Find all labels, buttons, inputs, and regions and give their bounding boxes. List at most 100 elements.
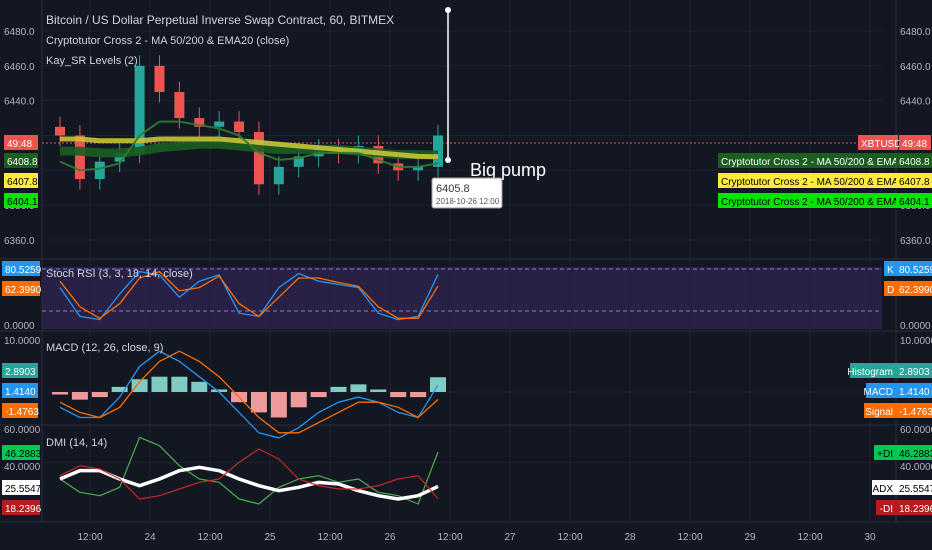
right-ma-label-2-bg [718, 193, 896, 208]
left-dmi-minus-badge: 18.2396 [2, 500, 42, 515]
time-tick-4: 12:00 [317, 532, 342, 543]
macd-hist-bar-13 [310, 392, 327, 398]
macd-hist-bar-10 [250, 392, 267, 413]
dmi-line-adx [59, 465, 439, 501]
left-ma-badge-0-text: 6408.8 [7, 157, 38, 168]
right-macd-hist-label-bg [850, 363, 896, 378]
right-macd-hist-badge-text: 2.8903 [899, 367, 930, 378]
right-stoch-d-tag: D [884, 281, 896, 296]
time-tick-8: 12:00 [557, 532, 582, 543]
left-dmi-plus-badge-bg [2, 445, 40, 460]
right-xbtusd-label: XBTUSD [858, 135, 902, 150]
candle-body-0 [55, 126, 65, 136]
pump-arrow-tail [445, 157, 451, 163]
candle-body-2 [94, 161, 105, 180]
left-macd-hist-badge-text: 2.8903 [5, 367, 36, 378]
left-dmi-adx-badge-text: 25.5547 [5, 484, 42, 495]
big-pump-label: Big pump [470, 160, 546, 180]
left-dmi-adx-badge: 25.5547 [2, 480, 42, 495]
macd-line-macd [59, 350, 439, 439]
time-tick-5: 26 [384, 532, 396, 543]
left-ma-badge-2: 6404.1 [4, 193, 38, 208]
right-ma-label-2-text: Cryptotutor Cross 2 - MA 50/200 & EMA20:… [721, 197, 930, 208]
right-macd-macd-badge-bg [896, 383, 932, 398]
right-dmi-minus-label-text: -DI [880, 504, 893, 515]
right-macd-macd-badge: 1.4140 [896, 383, 932, 398]
candle-body-18 [413, 166, 424, 171]
candle-body-6 [174, 91, 185, 119]
right-macd-signal-label: Signal [864, 403, 896, 418]
candle-body-1 [74, 135, 85, 180]
right-dmi-plus-label-bg [874, 445, 896, 460]
left-stoch-d-badge: 62.3990 [2, 281, 42, 296]
left-macd-hist-badge: 2.8903 [2, 363, 38, 378]
right-stoch-zero: 0.0000 [900, 321, 931, 332]
macd-hist-bar-3 [111, 386, 128, 392]
dmi-line-minusdi [59, 448, 439, 500]
right-ma-badge-1: 6407.8 [896, 173, 932, 188]
right-xbtusd-label-text: XBTUSD [861, 139, 902, 150]
left-dmi-plus-badge-text: 46.2883 [5, 449, 42, 460]
left-stoch-k-badge-bg [2, 261, 40, 276]
right-dmi-adx-label-text: ADX [872, 484, 893, 495]
macd-hist-bar-11 [270, 392, 287, 418]
right-ma-badge-1-text: 6407.8 [899, 177, 930, 188]
time-tick-6: 12:00 [437, 532, 462, 543]
right-ma-badge-2: 6404.1 [896, 193, 932, 208]
macd-hist-bar-1 [71, 392, 88, 400]
right-current-price-badge: 49:48 [899, 135, 931, 150]
right-dmi-plus-badge: 46.2883 [896, 445, 932, 460]
left-ma-badge-1: 6407.8 [4, 173, 38, 188]
left-current-price-badge-bg [4, 135, 38, 150]
indicator-ma-label: Cryptotutor Cross 2 - MA 50/200 & EMA20 … [46, 35, 289, 47]
right-ma-badge-0-bg [896, 153, 932, 168]
candle-body-5 [154, 65, 165, 92]
right-dmi-adx-label: ADX [872, 480, 896, 495]
left-stoch-zero: 0.0000 [4, 321, 35, 332]
right-stoch-k-tag-text: K [887, 265, 894, 276]
tooltip-date: 2018-10-26 12:00 [436, 197, 500, 206]
macd-hist-bar-8 [211, 389, 228, 392]
left-macd-macd-badge: 1.4140 [2, 383, 38, 398]
left-macd-signal-badge-bg [2, 403, 38, 418]
right-dmi-adx-label-bg [872, 480, 896, 495]
time-tick-2: 12:00 [197, 532, 222, 543]
time-tick-10: 12:00 [677, 532, 702, 543]
time-axis[interactable]: 12:00 24 12:00 25 12:00 26 12:00 27 12:00 28 12:00… [77, 532, 876, 543]
candle-body-7 [194, 118, 205, 127]
right-xbtusd-label-bg [858, 135, 898, 150]
right-macd-macd-label: MACD [864, 383, 896, 398]
ma-line-ma200 [60, 136, 439, 160]
right-dmi-adx-badge-text: 25.5547 [899, 484, 932, 495]
macd-hist-bar-14 [330, 386, 347, 392]
right-ma-label-0-text: Cryptotutor Cross 2 - MA 50/200 & EMA20:… [721, 157, 930, 168]
stoch-band [42, 267, 882, 329]
right-stoch-k-tag: K [884, 261, 896, 276]
right-current-price-badge-text: 49:48 [902, 139, 927, 150]
right-price-tick-2: 6440.0 [900, 97, 931, 108]
right-dmi-plus-badge-bg [896, 445, 932, 460]
right-dmi-top: 60.0000 [900, 425, 932, 436]
right-dmi-plus-label: +DI [874, 445, 896, 460]
time-tick-3: 25 [264, 532, 276, 543]
right-stoch-d-badge-bg [896, 281, 932, 296]
left-macd-hist-badge-bg [2, 363, 38, 378]
right-ma-badge-2-text: 6404.1 [899, 197, 930, 208]
left-stoch-d-badge-bg [2, 281, 40, 296]
right-price-tick-5: 6360.0 [900, 236, 931, 247]
right-dmi-minus-badge-text: 18.2396 [899, 504, 932, 515]
left-dmi-adx-badge-bg [2, 480, 40, 495]
macd-hist-bar-7 [191, 381, 208, 392]
candle-body-11 [273, 166, 284, 185]
right-dmi-plus-label-text: +DI [877, 449, 893, 460]
right-current-price-badge-bg [899, 135, 931, 150]
macd-hist-bar-0 [52, 392, 68, 395]
right-dmi-40: 40.0000 [900, 462, 932, 473]
candle-body-8 [214, 121, 225, 127]
stoch-title: Stoch RSI (3, 3, 18, 14, close) [46, 268, 193, 280]
time-tick-9: 28 [624, 532, 636, 543]
left-macd-macd-badge-text: 1.4140 [5, 387, 36, 398]
right-ma-badge-0-text: 6408.8 [899, 157, 930, 168]
macd-hist-bar-2 [91, 392, 108, 398]
